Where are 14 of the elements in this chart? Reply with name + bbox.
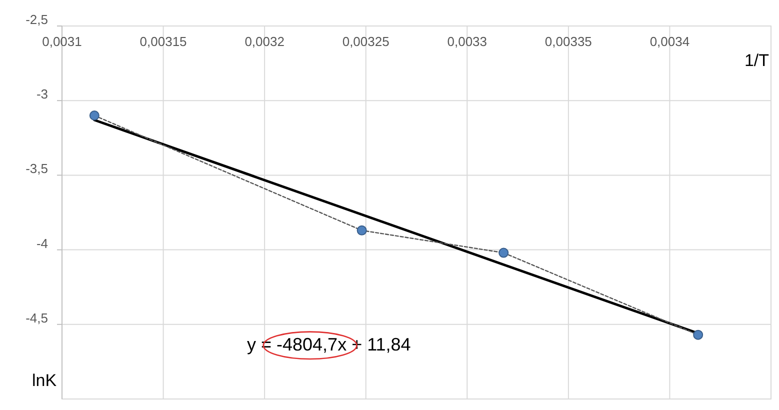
y-axis-title: lnK bbox=[32, 371, 58, 390]
y-tick-label: -4,5 bbox=[26, 310, 48, 326]
x-tick-label: 0,0031 bbox=[42, 34, 82, 49]
y-tick-label: -3,5 bbox=[26, 161, 48, 176]
x-tick-label: 0,0034 bbox=[650, 34, 690, 49]
x-tick-label: 0,0033 bbox=[447, 34, 488, 49]
x-axis-title: 1/T bbox=[744, 51, 769, 70]
x-tick-label: 0,00325 bbox=[342, 34, 390, 49]
x-tick-label: 0,00335 bbox=[544, 34, 592, 49]
x-tick-label: 0,0032 bbox=[244, 34, 284, 49]
y-tick-label: -4 bbox=[36, 236, 48, 251]
y-tick-label: -2,5 bbox=[26, 12, 48, 27]
x-tick-label: 0,00315 bbox=[140, 34, 187, 49]
y-tick-label: -3 bbox=[36, 86, 48, 102]
